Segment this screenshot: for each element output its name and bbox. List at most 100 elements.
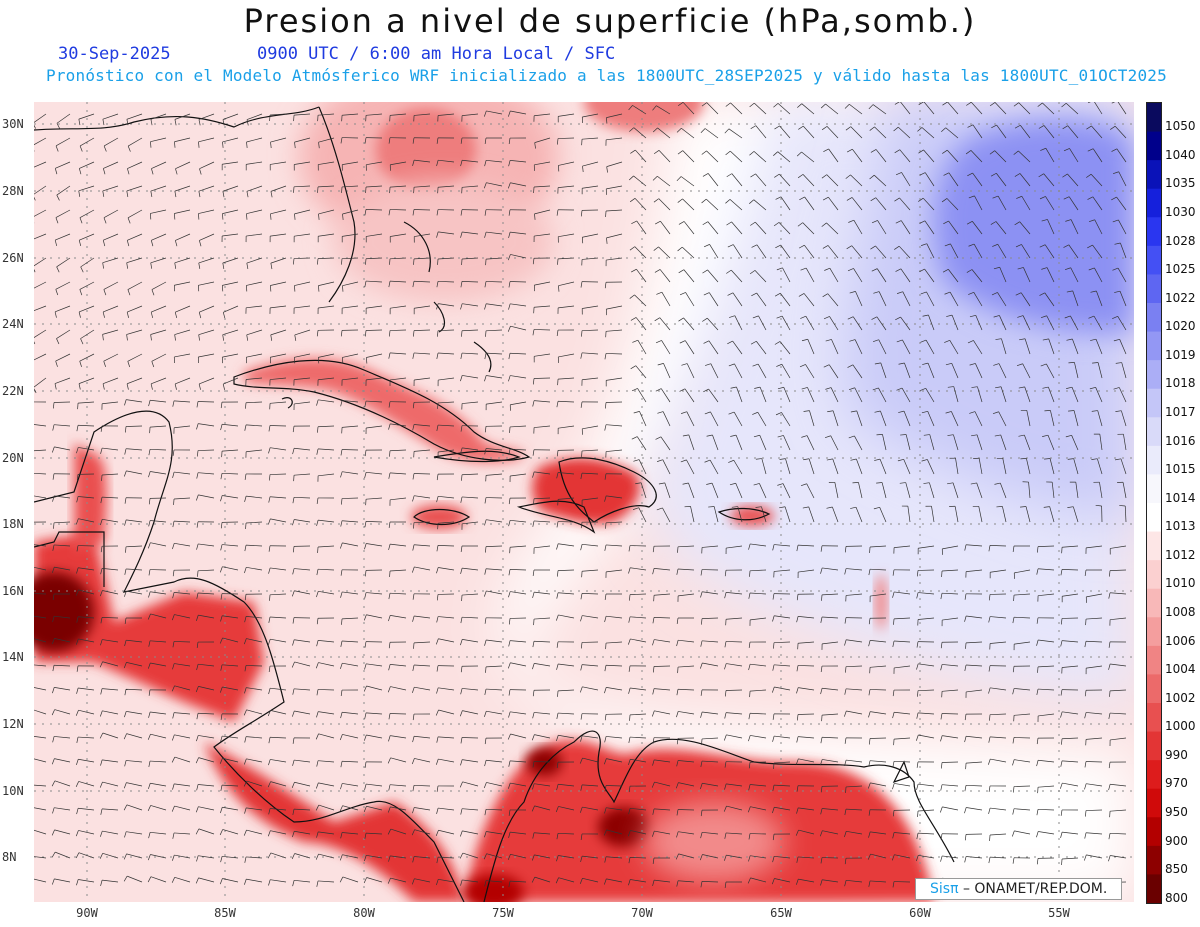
wind-barb [700,128,719,139]
wind-barb [436,424,455,432]
wind-barb [724,569,743,577]
wind-barb [124,711,143,718]
wind-barb [364,832,383,840]
wind-barb [123,875,143,883]
wind-barb [895,220,911,235]
wind-barb [605,257,623,267]
wind-barb [341,161,359,171]
wind-barb [1085,593,1103,603]
wind-barb [76,496,95,503]
wind-barb [436,545,455,552]
wind-barb [1085,665,1103,675]
wind-barb [605,569,623,578]
wind-barb [708,506,719,523]
wind-barb [124,497,143,504]
wind-barb [779,506,791,523]
wind-barb [772,784,791,792]
wind-barb [747,806,767,813]
wind-barb [103,209,119,224]
wind-barb [76,424,95,432]
wind-barb [124,519,143,526]
wind-barb [52,687,71,694]
wind-barb [894,102,911,115]
wind-barb [580,281,599,288]
wind-barb [773,222,791,235]
wind-barb [533,617,551,626]
wind-barb [54,161,71,175]
wind-barb [34,137,47,152]
wind-barb [1091,458,1103,475]
wind-barb [700,711,719,718]
wind-barb [484,209,503,216]
wind-barb [917,809,935,817]
wind-barb [701,617,719,625]
wind-barb [436,593,455,601]
wind-barb [389,449,407,457]
wind-barb [388,543,407,551]
wind-barb [775,412,791,427]
wind-barb [556,521,575,528]
wind-barb [556,783,575,791]
wind-barb [940,664,959,671]
wind-barb [363,614,383,621]
wind-barb [604,785,623,792]
wind-barb [102,329,119,341]
wind-barb [869,126,887,139]
wind-barb [604,713,623,721]
wind-barb [532,712,551,719]
wind-barb [1060,760,1079,767]
wind-barb [244,665,263,672]
wind-barb [102,377,119,390]
wind-barb [603,829,623,836]
wind-barb [222,113,239,126]
wind-barb [580,401,599,408]
wind-barb [676,831,695,838]
wind-barb [102,185,119,197]
wind-barb [1115,410,1127,427]
wind-barb [269,161,287,171]
wind-barb [675,853,695,860]
wind-barb [724,854,743,861]
wind-barb [1060,831,1079,838]
wind-barb [580,641,599,649]
wind-barb [753,434,767,451]
wind-barb [867,853,887,860]
wind-barb [581,185,599,195]
wind-barb [76,665,95,672]
wind-barb [533,113,551,122]
wind-barb [76,473,95,481]
wind-barb [100,518,119,526]
wind-barb [920,387,935,403]
colorbar-label: 1004 [1165,662,1196,677]
wind-barb [437,113,455,122]
wind-barb [34,161,47,168]
wind-barb [820,759,839,766]
wind-barb [1012,688,1031,695]
wind-barb [605,329,623,338]
wind-barb [364,854,383,862]
wind-barb [34,758,47,763]
wind-barb [748,663,767,671]
wind-barb [412,784,431,792]
wind-barb [1067,506,1079,523]
cuba-low [244,358,524,463]
wind-barb [291,853,311,860]
wind-barb [483,110,503,117]
wind-barb [76,545,95,552]
wind-barb [1087,102,1103,115]
wind-barb [341,257,359,265]
wind-barb [508,137,527,145]
wind-barb [507,325,527,332]
wind-barb [1108,832,1127,840]
wind-barb [123,782,143,789]
colorbar-swatch [1147,788,1161,818]
lon-label: 85W [214,906,236,920]
wind-barb [629,593,647,601]
wind-barb [148,711,167,718]
wind-barb [126,233,143,247]
wind-barb [681,363,695,379]
wind-barb [965,761,983,770]
wind-barb [340,520,359,527]
wind-barb [533,233,551,243]
wind-barb [678,269,695,283]
